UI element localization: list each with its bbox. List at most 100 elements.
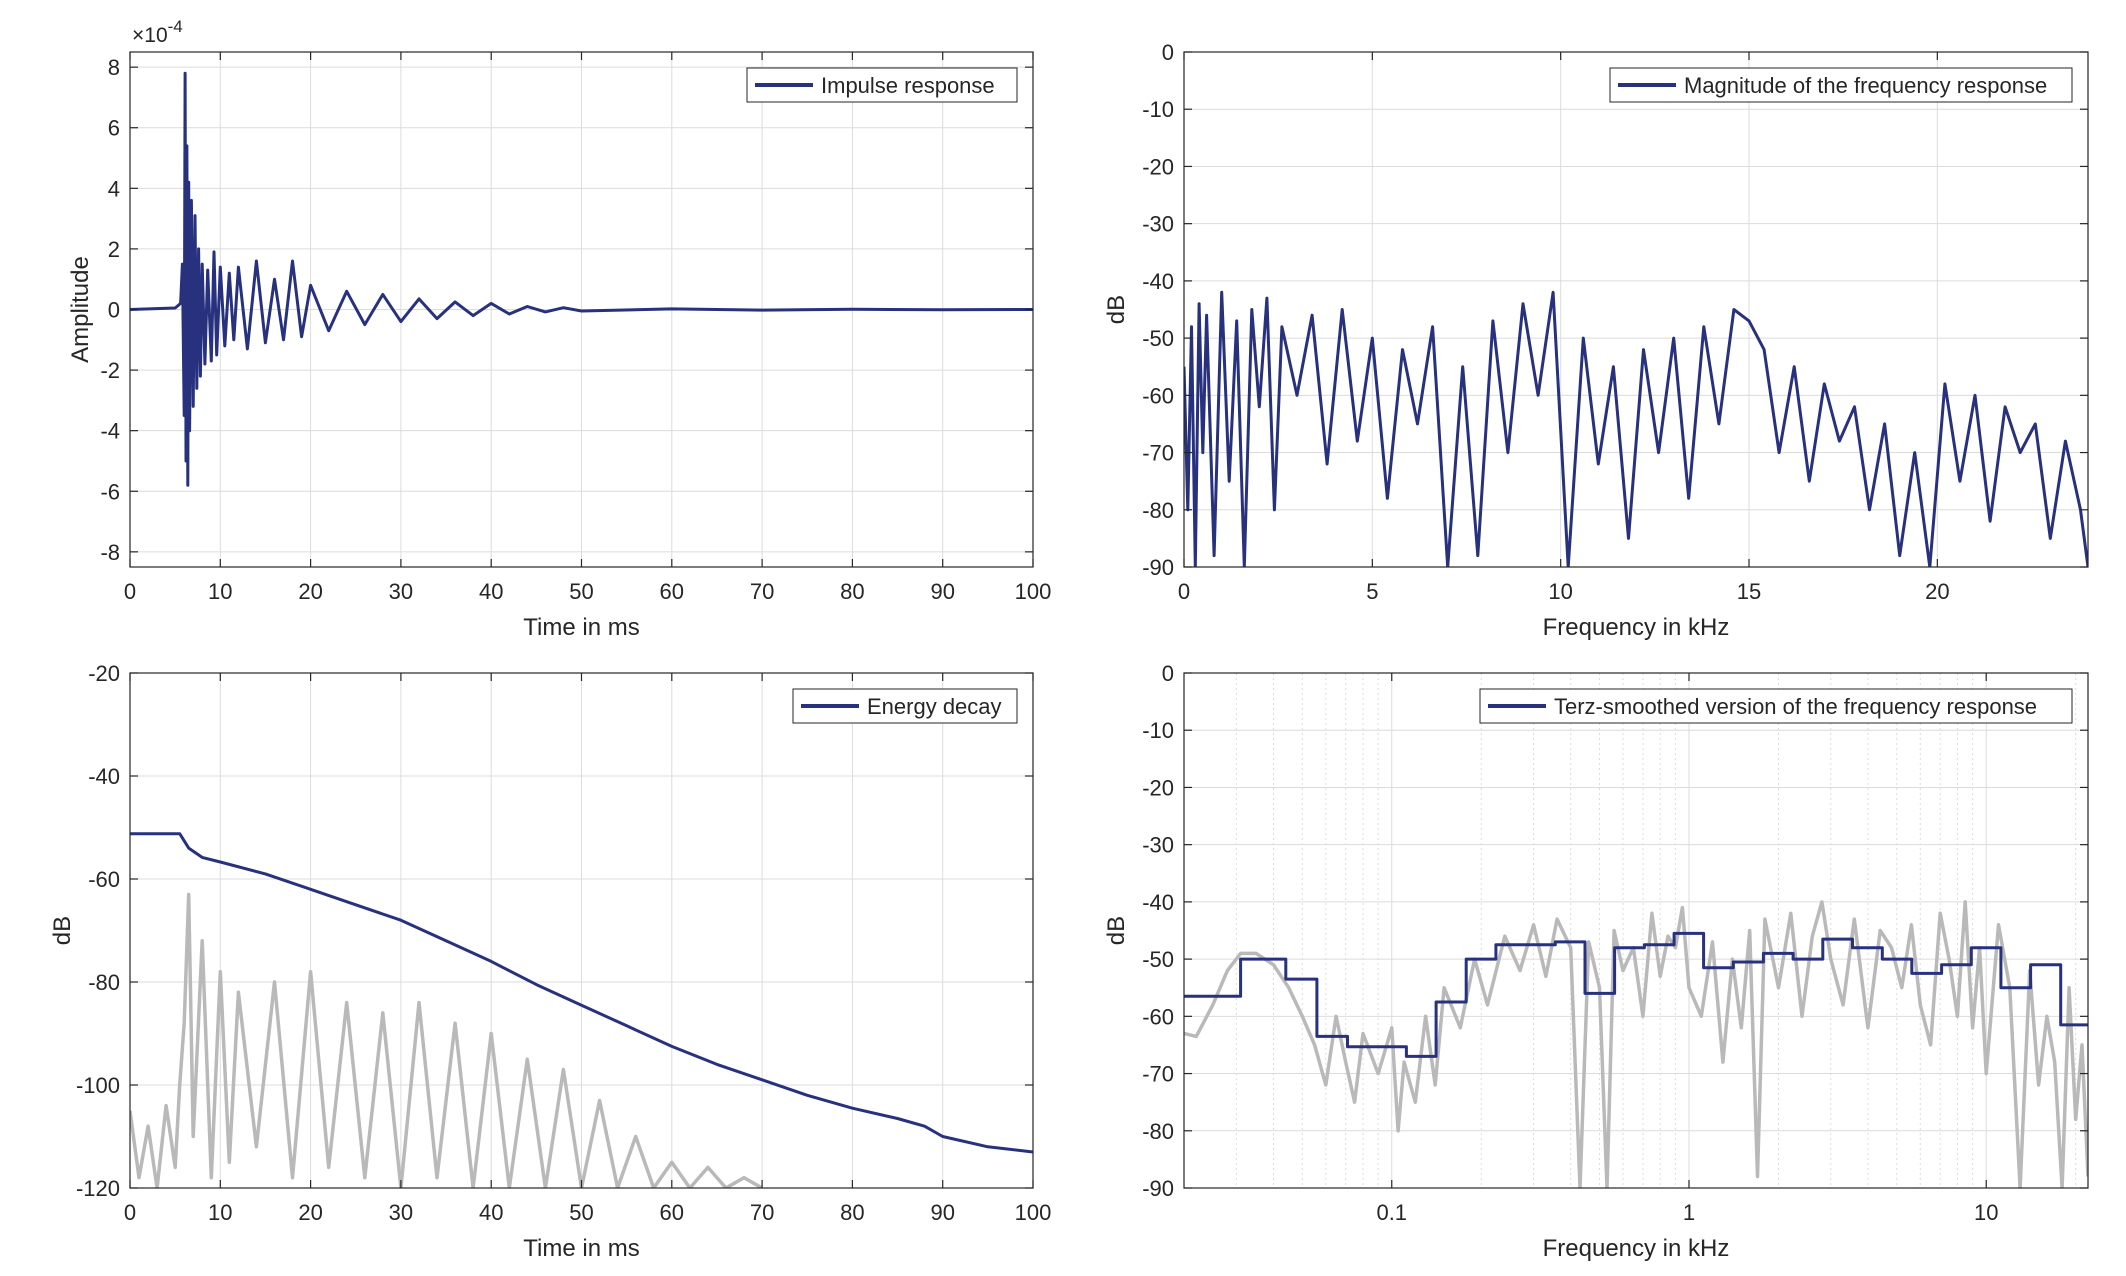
x-tick-label: 30: [389, 1200, 413, 1225]
x-tick-label: 40: [479, 1200, 503, 1225]
y-tick-label: -80: [1142, 1119, 1174, 1144]
x-axis-label: Time in ms: [523, 1235, 639, 1262]
series-reference-line: [130, 892, 763, 1188]
y-tick-label: -6: [100, 479, 120, 504]
y-axis-label: dB: [1103, 916, 1130, 945]
x-tick-label: 0.1: [1376, 1200, 1407, 1225]
y-ticks: -120 -100 -80 -60 -40 -20: [76, 661, 1033, 1201]
y-tick-label: -8: [100, 540, 120, 565]
legend-label: Impulse response: [821, 73, 995, 98]
y-axis-label: dB: [49, 916, 76, 945]
x-tick-label: 100: [1015, 579, 1052, 604]
chart-impulse: 0 10 20 30 40 50 60 70 80 90 100 -8 -6 -4 -2 0 2 4 6 8 Time …: [67, 17, 1051, 641]
series-line-magnitude: [1184, 290, 2088, 567]
x-tick-label: 60: [660, 579, 684, 604]
legend: Energy decay: [792, 688, 1018, 724]
x-tick-label: 80: [840, 1200, 864, 1225]
y-tick-label: -50: [1142, 326, 1174, 351]
x-ticks: 0 10 20 30 40 50 60 70 80 90 100: [124, 673, 1051, 1225]
x-tick-label: 30: [389, 579, 413, 604]
series-line-impulse: [130, 71, 1033, 487]
y-tick-label: -30: [1142, 212, 1174, 237]
y-tick-label: -60: [88, 867, 120, 892]
axes-box: [1183, 672, 2089, 1189]
y-tick-label: -90: [1142, 555, 1174, 580]
y-tick-label: 6: [108, 116, 120, 141]
series-line-energy: [130, 832, 1033, 1154]
chart-magnitude: 0 5 10 15 20 -90 -80 -70 -60 -50 -40 -30 -20 -10 0 Freq…: [1103, 40, 2089, 641]
y-tick-label: -50: [1142, 947, 1174, 972]
chart-energy: 0 10 20 30 40 50 60 70 80 90 100-120-100-80-60-40-…: [49, 661, 1051, 1262]
series-line-terz: [1184, 931, 2088, 1058]
y-axis-label: dB: [1103, 295, 1130, 324]
y-tick-label: -120: [76, 1176, 120, 1201]
y-tick-label: -40: [1142, 890, 1174, 915]
x-tick-label: 5: [1366, 579, 1378, 604]
chart-terz: 0.1 1 10 -90 -80 -70 -60 -50 -40 -30 -20 -10 0 Freque…: [1103, 661, 2089, 1262]
x-tick-label: 80: [840, 579, 864, 604]
legend: Magnitude of the frequency response: [1609, 67, 2073, 103]
x-tick-label: 10: [1974, 1200, 1998, 1225]
x-tick-label: 70: [750, 579, 774, 604]
plot-area: [1184, 673, 2088, 1188]
y-tick-label: 4: [108, 176, 120, 201]
x-tick-label: 70: [750, 1200, 774, 1225]
x-tick-label: 0: [124, 1200, 136, 1225]
y-axis-label: Amplitude: [67, 256, 94, 363]
legend-label: Magnitude of the frequency response: [1684, 73, 2047, 98]
y-tick-label: 8: [108, 55, 120, 80]
x-tick-label: 20: [298, 579, 322, 604]
x-ticks: 0 10 20 30 40 50 60 70 80 90 100: [124, 52, 1051, 604]
y-tick-label: -90: [1142, 1176, 1174, 1201]
y-tick-label: 0: [1162, 661, 1174, 686]
x-tick-label: 0: [124, 579, 136, 604]
y-tick-label: -40: [88, 764, 120, 789]
x-tick-label: 40: [479, 579, 503, 604]
x-tick-label: 60: [660, 1200, 684, 1225]
x-tick-label: 90: [930, 579, 954, 604]
x-tick-label: 10: [208, 579, 232, 604]
x-axis-label: Frequency in kHz: [1543, 1235, 1730, 1262]
y-tick-label: -40: [1142, 269, 1174, 294]
x-tick-label: 20: [1925, 579, 1949, 604]
y-tick-label: -4: [100, 419, 120, 444]
x-axis-label: Frequency in kHz: [1543, 614, 1730, 641]
grid: [1183, 672, 2088, 1189]
x-axis-label: Time in ms: [523, 614, 639, 641]
x-ticks: 0.1 1 10: [1376, 673, 1998, 1225]
y-ticks: -90 -80 -70 -60 -50 -40 -30 -20 -10 0: [1142, 661, 2088, 1201]
x-tick-label: 50: [569, 579, 593, 604]
y-tick-label: -10: [1142, 97, 1174, 122]
y-tick-label: -20: [88, 661, 120, 686]
y-tick-label: -60: [1142, 383, 1174, 408]
y-tick-label: -60: [1142, 1004, 1174, 1029]
x-tick-label: 1: [1683, 1200, 1695, 1225]
x-tick-label: 15: [1737, 579, 1761, 604]
y-tick-label: 2: [108, 237, 120, 262]
y-tick-label: -80: [88, 970, 120, 995]
axes-box: [1183, 51, 2089, 568]
x-tick-label: 90: [930, 1200, 954, 1225]
y-tick-label: -100: [76, 1073, 120, 1098]
x-tick-label: 10: [208, 1200, 232, 1225]
y-ticks: -90 -80 -70 -60 -50 -40 -30 -20 -10 0: [1142, 40, 2088, 580]
x-tick-label: 50: [569, 1200, 593, 1225]
y-tick-label: -70: [1142, 441, 1174, 466]
legend-box: [1609, 67, 2073, 103]
legend: Impulse response: [746, 67, 1018, 103]
y-tick-label: -70: [1142, 1062, 1174, 1087]
legend-box: [1479, 688, 2073, 724]
exponent-power: -4: [168, 17, 183, 36]
y-tick-label: -10: [1142, 718, 1174, 743]
y-tick-label: -80: [1142, 498, 1174, 523]
x-tick-label: 100: [1015, 1200, 1052, 1225]
y-tick-label: -20: [1142, 154, 1174, 179]
legend: Terz-smoothed version of the frequency r…: [1479, 688, 2073, 724]
y-tick-label: -30: [1142, 833, 1174, 858]
y-tick-label: 0: [1162, 40, 1174, 65]
legend-label: Terz-smoothed version of the frequency r…: [1554, 694, 2037, 719]
x-tick-label: 20: [298, 1200, 322, 1225]
plot-area: [1184, 52, 2088, 567]
x-tick-label: 0: [1178, 579, 1190, 604]
